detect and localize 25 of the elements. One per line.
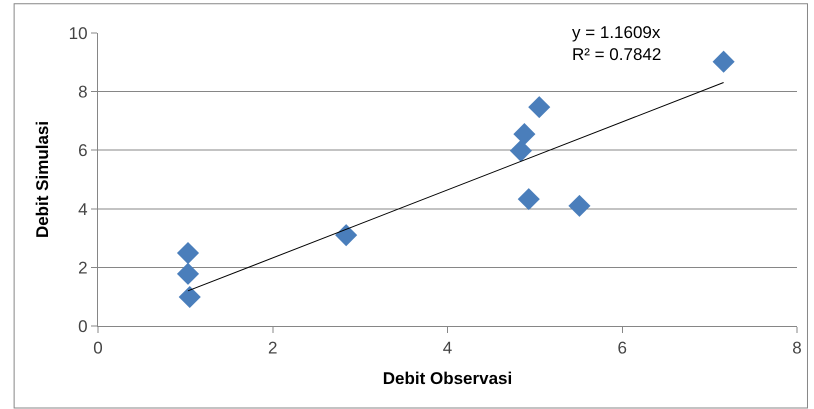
point	[335, 224, 358, 246]
point	[513, 123, 536, 146]
x-tick-label: 6	[618, 338, 627, 358]
point	[178, 286, 201, 308]
point	[510, 140, 532, 162]
x-tick-label: 8	[792, 338, 802, 358]
y-tick-label: 6	[78, 141, 88, 160]
y-tick-label: 10	[68, 24, 88, 43]
x-tick-label: 0	[93, 338, 103, 358]
x-tick-label: 4	[442, 338, 452, 358]
annotation: R² = 0.7842	[572, 45, 662, 64]
y-tick-label: 4	[78, 200, 88, 219]
x-axis-title: Debit Observasi	[382, 368, 512, 388]
point	[528, 96, 550, 118]
point	[712, 50, 735, 73]
point	[518, 188, 540, 210]
y-tick-label: 0	[78, 316, 88, 336]
point	[568, 194, 590, 217]
y-axis-title: Debit Simulasi	[33, 120, 52, 238]
x-tick-label: 2	[268, 338, 278, 358]
y-tick-label: 2	[78, 258, 88, 278]
point	[176, 242, 200, 264]
point	[176, 262, 200, 285]
annotation: y = 1.1609x	[572, 23, 661, 42]
y-tick-label: 8	[78, 82, 88, 102]
